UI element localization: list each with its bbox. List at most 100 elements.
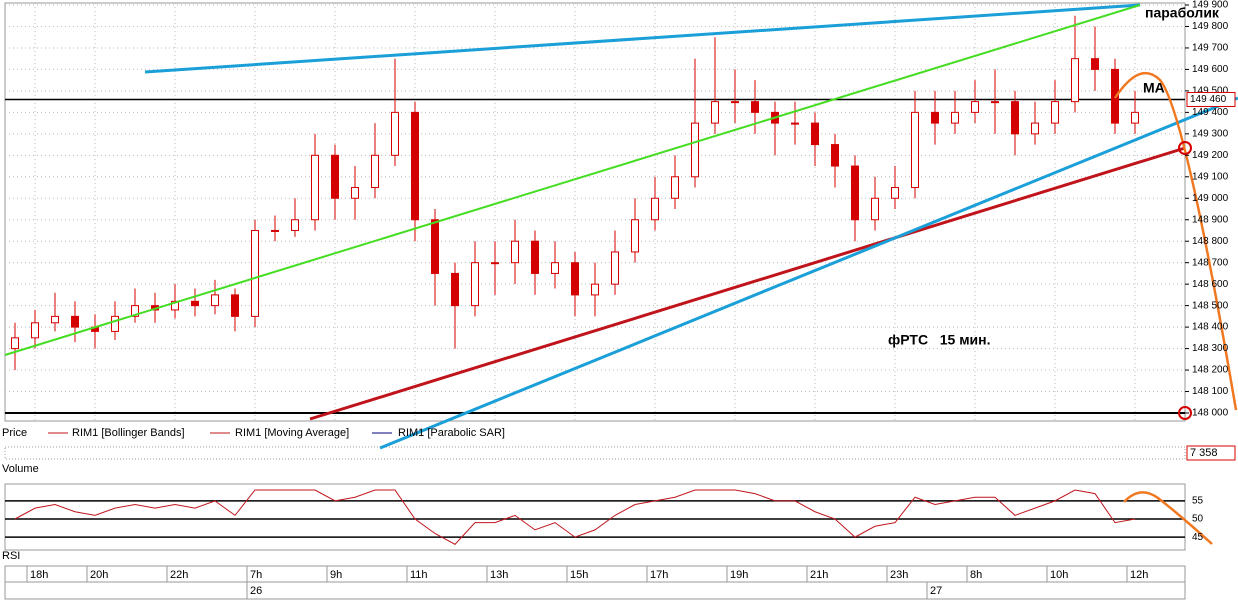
- annotation: МА: [1143, 80, 1165, 96]
- y-tick-label: 148 100: [1192, 386, 1229, 397]
- candle-body: [331, 154, 339, 199]
- candle-body: [731, 101, 739, 104]
- candle-body: [891, 187, 899, 199]
- candle-body: [871, 197, 879, 221]
- x-tick-label: 22h: [170, 569, 188, 581]
- candle-body: [691, 122, 699, 178]
- legend-label: RIM1 [Parabolic SAR]: [398, 427, 505, 439]
- forecast-curve: [1113, 71, 1238, 411]
- candle-body: [851, 165, 859, 221]
- x-tick-label: 20h: [90, 569, 108, 581]
- x-tick-label: 18h: [30, 569, 48, 581]
- y-tick-label: 149 100: [1192, 171, 1229, 182]
- candle-body: [271, 229, 279, 232]
- forecast-curve: [1123, 491, 1213, 545]
- candle-body: [531, 240, 539, 274]
- rsi-line: [14, 489, 1136, 546]
- candle-body: [11, 337, 19, 350]
- legend-label: Price: [2, 427, 27, 439]
- y-tick-label: 148 300: [1192, 343, 1229, 354]
- y-tick-label: 50: [1192, 514, 1204, 525]
- trendlines: [4, 3, 1238, 545]
- annotation: параболик: [1145, 5, 1220, 21]
- value-box: [1186, 91, 1236, 107]
- y-tick-label: 45: [1192, 532, 1204, 543]
- last-price-label: 149 460: [1190, 94, 1227, 105]
- candle-body: [1091, 58, 1099, 70]
- candle-body: [571, 262, 579, 296]
- candle-body: [811, 122, 819, 146]
- x-tick-label: 10h: [1050, 569, 1068, 581]
- candle-body: [171, 300, 179, 311]
- x-tick-label: 15h: [570, 569, 588, 581]
- candle-body: [211, 294, 219, 307]
- value-box: [1186, 445, 1236, 461]
- candle-body: [31, 322, 39, 339]
- candle-body: [711, 101, 719, 124]
- candle-body: [51, 315, 59, 324]
- y-tick-label: 149 300: [1192, 128, 1229, 139]
- candle-body: [231, 294, 239, 317]
- x-tick-label: 12h: [1130, 569, 1148, 581]
- candle-body: [371, 154, 379, 189]
- x-tick-label: 8h: [970, 569, 982, 581]
- y-tick-label: 149 800: [1192, 21, 1229, 32]
- x-tick-label: 7h: [250, 569, 262, 581]
- y-tick-label: 148 400: [1192, 322, 1229, 333]
- candle-body: [971, 101, 979, 113]
- annotation: фРТС 15 мин.: [888, 332, 991, 348]
- candle-body: [431, 219, 439, 274]
- candle-body: [791, 122, 799, 125]
- candle-body: [611, 251, 619, 285]
- candle-body: [631, 219, 639, 253]
- candle-body: [71, 315, 79, 328]
- y-tick-label: 149 500: [1192, 86, 1229, 97]
- candle-body: [651, 197, 659, 221]
- y-tick-label: 148 900: [1192, 214, 1229, 225]
- candle-body: [931, 111, 939, 124]
- candle-body: [831, 144, 839, 167]
- x-tick-label: 19h: [730, 569, 748, 581]
- candle-body: [1131, 111, 1139, 124]
- y-tick-label: 149 200: [1192, 150, 1229, 161]
- x-tick-label: 21h: [810, 569, 828, 581]
- y-tick-label: 148 500: [1192, 300, 1229, 311]
- marker-circle: [1178, 406, 1192, 420]
- candle-body: [1051, 101, 1059, 124]
- y-tick-label: 55: [1192, 496, 1204, 507]
- candle-body: [491, 262, 499, 265]
- volume-label: 7 358: [1190, 447, 1218, 459]
- y-tick-label: 148 700: [1192, 257, 1229, 268]
- candle-body: [1071, 58, 1079, 103]
- x-tick-label: 9h: [330, 569, 342, 581]
- y-tick-label: 148 000: [1192, 408, 1229, 419]
- candle-body: [511, 240, 519, 264]
- trendline: [379, 96, 1238, 450]
- candle-body: [471, 262, 479, 307]
- x-tick-label: 23h: [890, 569, 908, 581]
- legend-label: RIM1 [Bollinger Bands]: [72, 427, 185, 439]
- candle-body: [1011, 101, 1019, 135]
- y-tick-label: 149 400: [1192, 107, 1229, 118]
- rsi-pane: [4, 483, 1186, 551]
- candle-body: [951, 111, 959, 124]
- y-tick-label: 148 800: [1192, 236, 1229, 247]
- candle-body: [451, 272, 459, 307]
- y-tick-label: 148 600: [1192, 279, 1229, 290]
- candle-body: [351, 187, 359, 199]
- pane-title: RSI: [2, 550, 20, 562]
- candle-body: [671, 176, 679, 199]
- y-tick-label: 149 600: [1192, 64, 1229, 75]
- date-label: 26: [250, 585, 262, 597]
- candle-body: [291, 219, 299, 231]
- trendline: [309, 146, 1186, 421]
- y-tick-label: 149 000: [1192, 193, 1229, 204]
- x-tick-label: 11h: [410, 569, 428, 581]
- candle-body: [411, 111, 419, 221]
- candle-body: [131, 305, 139, 317]
- y-tick-label: 148 200: [1192, 365, 1229, 376]
- y-tick-label: 149 900: [1192, 0, 1229, 11]
